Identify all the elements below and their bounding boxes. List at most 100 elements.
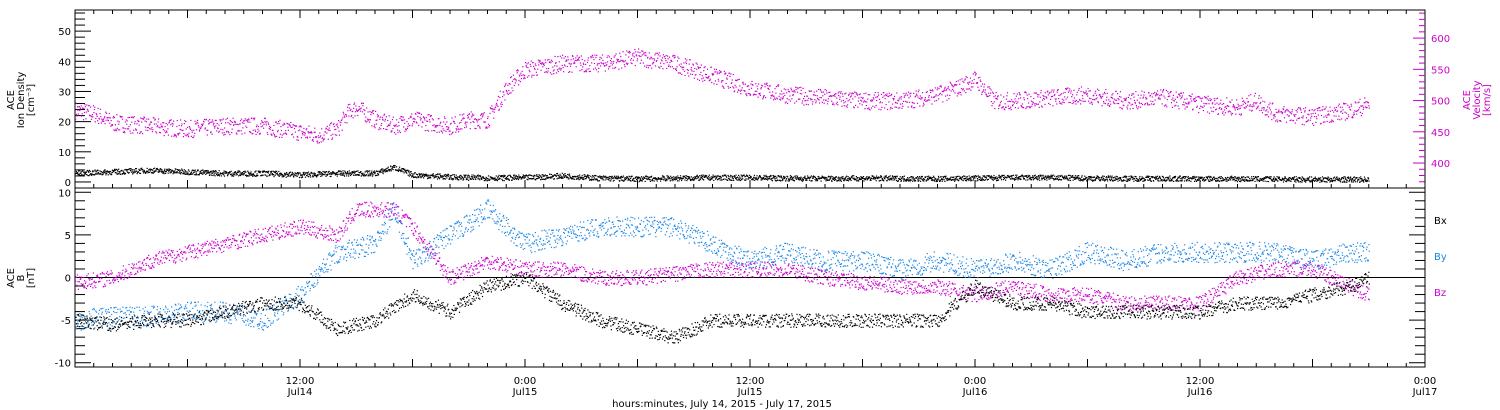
velocity-series-point	[906, 101, 908, 103]
density-series-point	[340, 174, 342, 176]
velocity-series-point	[396, 125, 398, 127]
velocity-series-point	[669, 66, 671, 68]
velocity-series-point	[242, 127, 244, 129]
velocity-series-point	[888, 92, 890, 94]
velocity-series-point	[882, 96, 884, 98]
velocity-series-point	[367, 118, 369, 120]
density-series-point	[792, 178, 794, 180]
density-series-point	[318, 173, 320, 176]
velocity-series-point	[1181, 96, 1183, 98]
density-series-point	[247, 171, 250, 173]
density-series-point	[596, 179, 598, 181]
velocity-series-point	[1359, 98, 1361, 100]
velocity-series-point	[719, 71, 721, 74]
velocity-series-point	[1259, 109, 1261, 111]
velocity-series-point	[848, 93, 850, 96]
velocity-series-point	[300, 125, 302, 127]
velocity-series-point	[1215, 98, 1217, 100]
velocity-series-point	[99, 108, 101, 110]
velocity-series-point	[1003, 96, 1005, 98]
density-series-point	[478, 175, 481, 177]
density-series-point	[443, 174, 445, 176]
density-series-point	[259, 171, 262, 173]
velocity-series-point	[77, 113, 79, 115]
velocity-series-point	[260, 123, 262, 125]
density-series-point	[600, 176, 602, 178]
velocity-series-point	[447, 128, 449, 130]
velocity-series-point	[228, 132, 230, 134]
velocity-series-point	[1353, 113, 1355, 116]
velocity-series-point	[736, 91, 739, 93]
velocity-series-point	[987, 86, 989, 88]
density-series-point	[821, 175, 823, 177]
velocity-series-point	[970, 86, 972, 88]
velocity-series-point	[713, 83, 715, 85]
density-series-point	[300, 174, 302, 176]
density-series-point	[799, 178, 802, 180]
density-series-point	[794, 175, 796, 177]
velocity-series-point	[1258, 95, 1260, 97]
velocity-series-point	[562, 67, 564, 69]
velocity-series-point	[1222, 112, 1224, 114]
density-series-point	[627, 177, 629, 179]
velocity-series-point	[585, 71, 588, 73]
density-series-point	[424, 175, 426, 177]
velocity-series-point	[136, 123, 138, 125]
velocity-series-point	[330, 134, 332, 136]
velocity-series-point	[610, 58, 612, 60]
velocity-series-point	[433, 129, 435, 132]
density-series-point	[709, 179, 711, 181]
density-series-point	[288, 173, 290, 175]
density-series-point	[287, 174, 289, 176]
velocity-series-point	[290, 126, 292, 129]
density-series-point	[427, 176, 429, 178]
velocity-series-point	[843, 105, 845, 107]
density-series-point	[575, 175, 577, 178]
density-series-point	[830, 176, 832, 178]
velocity-series-point	[1059, 102, 1061, 104]
density-series-point	[687, 175, 689, 178]
density-series-point	[808, 176, 810, 178]
velocity-series-point	[583, 71, 585, 73]
velocity-series-point	[458, 128, 460, 130]
density-series-point	[283, 176, 285, 178]
velocity-series-point	[134, 121, 136, 123]
density-series-point	[859, 178, 861, 180]
velocity-series-point	[1259, 102, 1261, 105]
density-series-point	[621, 179, 623, 181]
density-series-point	[549, 173, 551, 175]
density-series-point	[858, 180, 860, 182]
velocity-series-point	[251, 117, 253, 119]
density-series-point	[690, 176, 692, 178]
density-series-point	[354, 171, 356, 173]
velocity-series-point	[830, 95, 832, 97]
density-series-point	[368, 174, 370, 176]
density-series-point	[762, 177, 764, 179]
velocity-series-point	[336, 134, 338, 136]
density-series-point	[339, 172, 341, 174]
velocity-series-point	[435, 126, 437, 128]
velocity-series-point	[782, 97, 784, 99]
density-series-point	[386, 171, 388, 173]
density-series-point	[816, 179, 818, 181]
density-series-point	[823, 176, 825, 178]
velocity-series-point	[105, 119, 107, 121]
velocity-series-point	[1046, 97, 1048, 99]
velocity-series-point	[1326, 116, 1328, 118]
velocity-series-point	[757, 88, 759, 90]
velocity-series-point	[964, 79, 966, 81]
density-series-point	[249, 172, 251, 174]
density-series-point	[201, 169, 203, 171]
velocity-series-point	[94, 106, 96, 108]
velocity-series-point	[891, 107, 893, 109]
density-series-point	[740, 174, 742, 176]
density-series-point	[242, 173, 244, 175]
density-series-point	[182, 171, 184, 173]
density-series-point	[598, 180, 601, 182]
velocity-series-point	[924, 98, 926, 100]
density-series-point	[682, 178, 684, 180]
density-series-point	[516, 176, 518, 178]
density-series-point	[783, 177, 785, 180]
density-series-point	[834, 178, 836, 180]
density-series-point	[852, 175, 854, 177]
